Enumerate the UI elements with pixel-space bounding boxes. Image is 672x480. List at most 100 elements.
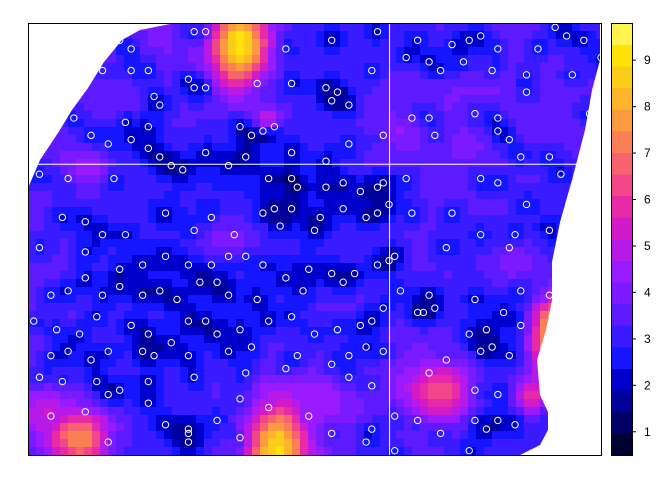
heatmap-cell: [212, 319, 221, 328]
heatmap-cell: [268, 167, 277, 176]
heatmap-cell: [260, 87, 269, 96]
heatmap-cell: [524, 63, 533, 72]
heatmap-cell: [44, 183, 53, 192]
heatmap-cell: [204, 327, 213, 336]
heatmap-cell: [268, 239, 277, 248]
heatmap-cell: [332, 287, 341, 296]
heatmap-cell: [444, 327, 453, 336]
heatmap-cell: [292, 279, 301, 288]
heatmap-cell: [212, 399, 221, 408]
heatmap-cell: [84, 423, 93, 432]
heatmap-cell: [492, 375, 501, 384]
heatmap-cell: [100, 63, 109, 72]
heatmap-cell: [252, 415, 261, 424]
heatmap-cell: [36, 255, 45, 264]
heatmap-cell: [452, 247, 461, 256]
data-point: [345, 373, 353, 381]
heatmap-cell: [236, 207, 245, 216]
heatmap-cell: [396, 111, 405, 120]
heatmap-cell: [524, 311, 533, 320]
heatmap-cell: [324, 135, 333, 144]
data-point: [436, 429, 445, 438]
heatmap-cell: [268, 55, 277, 64]
heatmap-cell: [412, 263, 421, 272]
heatmap-cell: [164, 431, 173, 440]
heatmap-cell: [404, 39, 413, 48]
heatmap-cell: [340, 439, 349, 448]
heatmap-cell: [596, 143, 600, 152]
heatmap-cell: [372, 255, 381, 264]
heatmap-cell: [92, 391, 101, 400]
heatmap-cell: [444, 191, 453, 200]
heatmap-cell: [548, 175, 557, 184]
heatmap-cell: [268, 383, 277, 392]
heatmap-cell: [196, 223, 205, 232]
heatmap-cell: [148, 231, 157, 240]
heatmap-cell: [372, 223, 381, 232]
heatmap-cell: [60, 135, 69, 144]
heatmap-cell: [236, 159, 245, 168]
heatmap-cell: [188, 167, 197, 176]
heatmap-cell: [596, 215, 600, 224]
heatmap-cell: [324, 23, 333, 32]
heatmap-cell: [500, 167, 509, 176]
data-point: [322, 183, 330, 191]
heatmap-cell: [276, 399, 285, 408]
heatmap-cell: [356, 159, 365, 168]
heatmap-cell: [196, 175, 205, 184]
heatmap-cell: [180, 103, 189, 112]
heatmap-cell: [532, 319, 541, 328]
heatmap-cell: [348, 367, 357, 376]
heatmap-cell: [316, 423, 325, 432]
heatmap-cell: [124, 55, 133, 64]
heatmap-cell: [28, 159, 37, 168]
heatmap-cell: [564, 47, 573, 56]
heatmap-cell: [172, 135, 181, 144]
heatmap-cell: [236, 175, 245, 184]
heatmap-cell: [428, 31, 437, 40]
heatmap-cell: [348, 111, 357, 120]
heatmap-cell: [124, 359, 133, 368]
heatmap-cell: [268, 447, 277, 455]
heatmap-cell: [28, 207, 37, 216]
heatmap-cell: [588, 63, 597, 72]
heatmap-cell: [292, 399, 301, 408]
heatmap-cell: [396, 207, 405, 216]
heatmap-cell: [412, 79, 421, 88]
heatmap-cell: [452, 335, 461, 344]
heatmap-cell: [292, 111, 301, 120]
heatmap-cell: [212, 199, 221, 208]
heatmap-cell: [380, 55, 389, 64]
heatmap-cell: [508, 175, 517, 184]
heatmap-cell: [28, 303, 37, 312]
heatmap-cell: [76, 407, 85, 416]
heatmap-cell: [444, 319, 453, 328]
heatmap-cell: [124, 87, 133, 96]
heatmap-cell: [452, 255, 461, 264]
heatmap-cell: [100, 287, 109, 296]
heatmap-cell: [380, 167, 389, 176]
heatmap-cell: [332, 23, 341, 32]
heatmap-cell: [92, 119, 101, 128]
heatmap-cell: [252, 207, 261, 216]
heatmap-cell: [212, 431, 221, 440]
heatmap-cell: [276, 295, 285, 304]
heatmap-cell: [92, 47, 101, 56]
heatmap-cell: [324, 207, 333, 216]
heatmap-cell: [292, 375, 301, 384]
heatmap-cell: [84, 287, 93, 296]
heatmap-cell: [60, 359, 69, 368]
heatmap-cell: [556, 231, 565, 240]
heatmap-cell: [556, 439, 565, 448]
data-point: [121, 230, 130, 239]
heatmap-cell: [524, 87, 533, 96]
heatmap-cell: [164, 127, 173, 136]
heatmap-cell: [148, 303, 157, 312]
heatmap-cell: [404, 439, 413, 448]
heatmap-cell: [532, 103, 541, 112]
heatmap-cell: [116, 103, 125, 112]
heatmap-cell: [228, 95, 237, 104]
heatmap-cell: [532, 399, 541, 408]
heatmap-cell: [60, 47, 69, 56]
heatmap-cell: [420, 23, 429, 32]
